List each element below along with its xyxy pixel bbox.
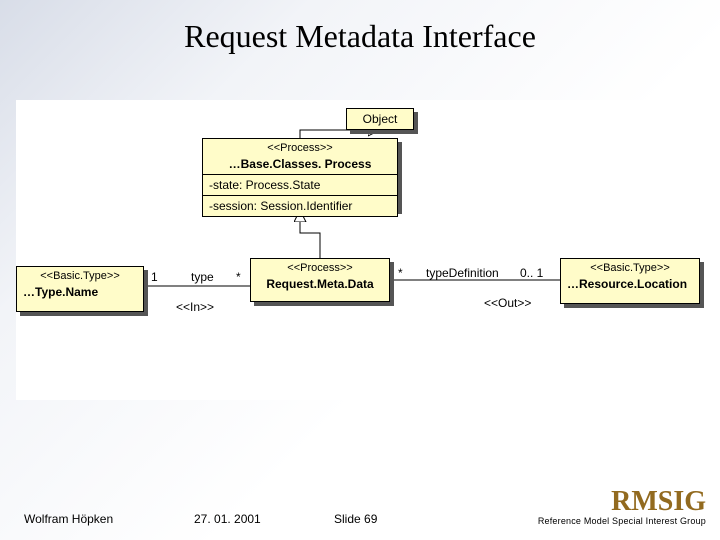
page-title: Request Metadata Interface xyxy=(0,0,720,55)
brand-name: RMSIG xyxy=(444,488,706,516)
uml-row-text: -state: Process.State xyxy=(209,177,391,193)
uml-edge-label: type xyxy=(191,270,214,284)
uml-row-text: …Resource.Location xyxy=(567,276,693,292)
uml-compartment: <<Basic.Type>>…Resource.Location xyxy=(561,259,699,294)
brand-subtitle: Reference Model Special Interest Group xyxy=(444,516,706,526)
uml-box-process: <<Process>>…Base.Classes. Process -state:… xyxy=(202,138,398,217)
uml-edge-label: * xyxy=(398,266,403,280)
uml-edge-label: 0.. 1 xyxy=(520,266,543,280)
uml-compartment: -state: Process.State xyxy=(203,175,397,196)
footer-brand: RMSIG Reference Model Special Interest G… xyxy=(444,488,706,526)
uml-edge-label: 1 xyxy=(151,270,158,284)
footer-date: 27. 01. 2001 xyxy=(194,512,334,526)
uml-edge-label: * xyxy=(236,270,241,284)
uml-row-text: Object xyxy=(353,111,407,127)
uml-edge-label: <<In>> xyxy=(176,300,214,314)
uml-box-resourceLoc: <<Basic.Type>>…Resource.Location xyxy=(560,258,700,304)
uml-row-text: …Base.Classes. Process xyxy=(209,156,391,172)
uml-compartment: <<Basic.Type>>…Type.Name xyxy=(17,267,143,302)
uml-compartment: <<Process>>…Base.Classes. Process xyxy=(203,139,397,175)
uml-box-requestMeta: <<Process>>Request.Meta.Data xyxy=(250,258,390,302)
uml-stereotype: <<Basic.Type>> xyxy=(567,261,693,276)
uml-box-object: Object xyxy=(346,108,414,130)
uml-row-text: …Type.Name xyxy=(23,284,137,300)
uml-stereotype: <<Basic.Type>> xyxy=(23,269,137,284)
uml-edge-label: <<Out>> xyxy=(484,296,531,310)
footer: Wolfram Höpken 27. 01. 2001 Slide 69 RMS… xyxy=(0,480,720,540)
footer-author: Wolfram Höpken xyxy=(24,512,194,526)
uml-stereotype: <<Process>> xyxy=(257,261,383,276)
uml-compartment: Object xyxy=(347,109,413,129)
uml-row-text: -session: Session.Identifier xyxy=(209,198,391,214)
uml-box-typeName: <<Basic.Type>>…Type.Name xyxy=(16,266,144,312)
uml-compartment: <<Process>>Request.Meta.Data xyxy=(251,259,389,294)
uml-diagram: Object<<Process>>…Base.Classes. Process-… xyxy=(16,100,704,400)
footer-slide: Slide 69 xyxy=(334,512,444,526)
uml-row-text: Request.Meta.Data xyxy=(257,276,383,292)
uml-edge-label: typeDefinition xyxy=(426,266,499,280)
uml-compartment: -session: Session.Identifier xyxy=(203,196,397,216)
uml-stereotype: <<Process>> xyxy=(209,141,391,156)
